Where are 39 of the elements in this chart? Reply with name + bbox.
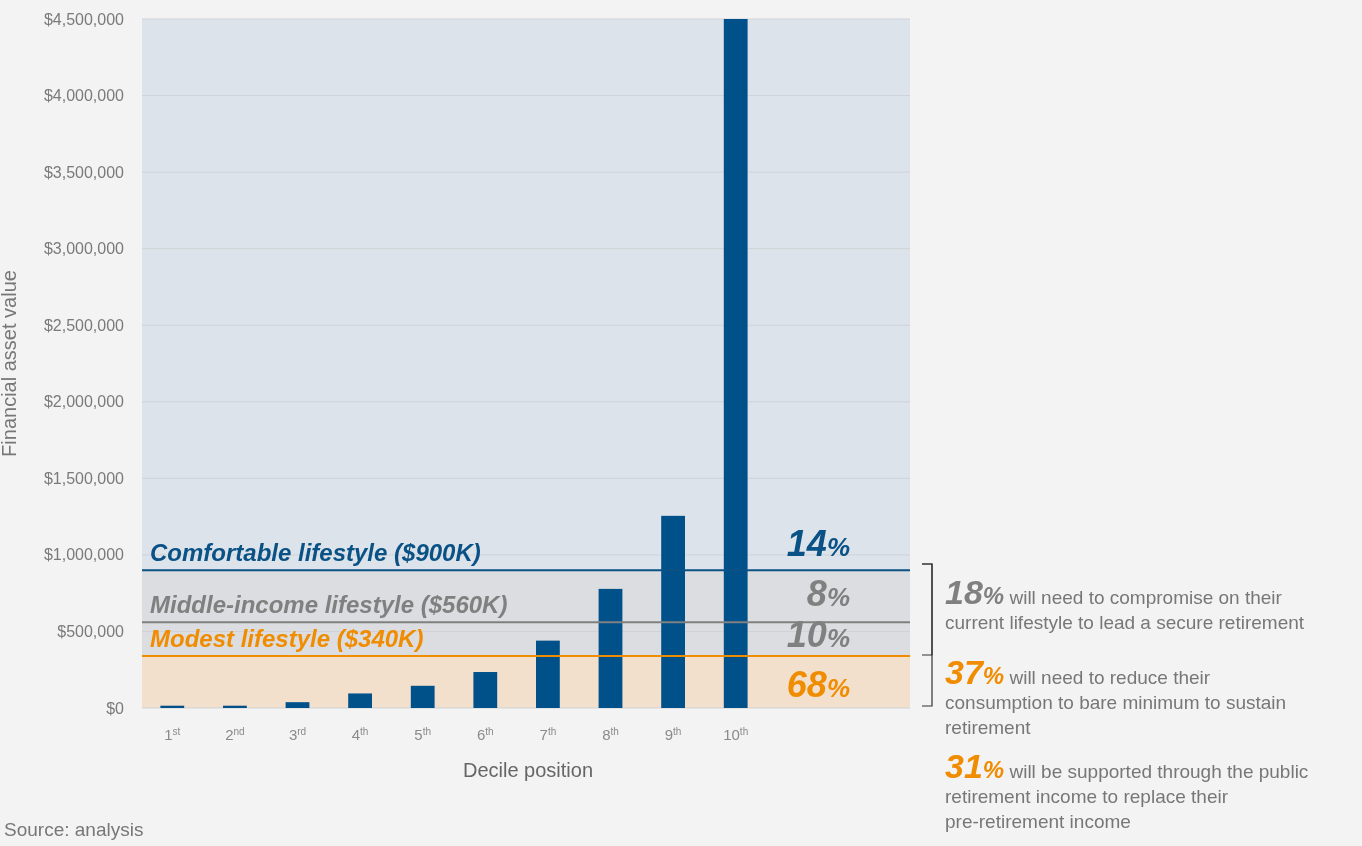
text: 8%	[806, 573, 850, 614]
x-tick-label: 1$^{st}$	[164, 725, 181, 743]
x-tick-label: 8$^{th}$	[602, 725, 619, 743]
y-tick-label: $1,500,000	[43, 469, 125, 487]
x-tick-label: 4$^{th}$	[351, 725, 369, 743]
x-tick-label: 7$^{th}$	[539, 725, 557, 743]
bar	[410, 685, 435, 708]
bar	[285, 702, 310, 708]
text: 68%	[786, 664, 850, 705]
source-note: Source: analysis	[4, 819, 144, 840]
y-tick-label: $3,500,000	[43, 163, 125, 181]
x-tick-label: 10$^{th}$	[723, 725, 749, 743]
text: 14%	[786, 523, 850, 564]
y-tick-label: $0	[106, 699, 125, 717]
ref-line-label: Middle-income lifestyle ($560K)	[150, 591, 508, 619]
x-tick-label: 3$^{rd}$	[288, 725, 307, 743]
y-tick-label: $3,000,000	[43, 240, 125, 258]
text: 31% will be supported through the public retirement income to replace their pre-retirement income	[945, 747, 1309, 832]
bar	[598, 588, 623, 708]
y-tick-label: $4,000,000	[43, 87, 125, 105]
y-tick-label: $500,000	[57, 623, 125, 641]
x-tick-label: 6$^{th}$	[476, 725, 494, 743]
y-tick-label: $2,000,000	[43, 393, 125, 411]
y-tick-label: $1,000,000	[43, 546, 125, 564]
text: 18% will need to compromise on their current lifestyle to lead a secure retirement	[945, 573, 1305, 633]
text: 10%	[786, 614, 850, 655]
ref-line-label: Modest lifestyle ($340K)	[150, 624, 424, 652]
bar	[473, 672, 498, 708]
y-tick-label: $2,500,000	[43, 316, 125, 334]
ref-line-label: Comfortable lifestyle ($900K)	[150, 539, 481, 567]
bar	[348, 693, 372, 708]
y-tick-label: $4,500,000	[43, 10, 125, 28]
x-axis-title: Decile position	[462, 759, 594, 781]
x-tick-label: 5$^{th}$	[414, 725, 432, 743]
bar	[536, 640, 560, 708]
x-tick-label: 2$^{nd}$	[225, 725, 245, 743]
x-tick-label: 9$^{th}$	[664, 725, 682, 743]
y-axis-title: Financial asset value	[0, 270, 20, 457]
text: 37% will need to reduce their consumption to bare minimum to sustain retirement	[945, 653, 1287, 738]
